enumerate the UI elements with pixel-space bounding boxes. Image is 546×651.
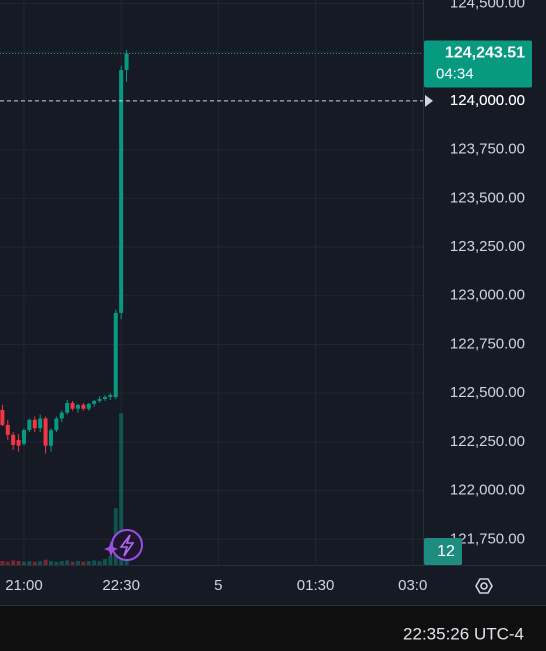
- volume-bar: [124, 557, 129, 565]
- y-tick-label: 122,750.00: [450, 335, 525, 352]
- clock: 22:35:26 UTC-4: [403, 624, 524, 643]
- y-tick-label: 124,000.00: [450, 92, 525, 109]
- volume-bar: [97, 561, 102, 565]
- last-price-box: [424, 40, 532, 88]
- y-tick-label: 124,500.00: [450, 0, 525, 11]
- candle-body: [59, 412, 64, 419]
- y-tick-label: 123,500.00: [450, 189, 525, 206]
- candle-body: [108, 395, 113, 398]
- candle-body: [75, 404, 80, 409]
- candle-body: [86, 403, 91, 409]
- candle-body: [92, 400, 97, 404]
- candle-body: [32, 419, 37, 429]
- y-tick-label: 123,000.00: [450, 287, 525, 304]
- volume-bar: [65, 560, 70, 565]
- volume-bar: [16, 561, 21, 565]
- volume-bar: [119, 413, 124, 565]
- candle-body: [119, 69, 124, 313]
- last-price-label: 124,243.51: [445, 45, 525, 62]
- volume-bar: [0, 561, 5, 565]
- candle-body: [97, 399, 102, 401]
- volume-bar: [48, 561, 53, 565]
- candle-body: [0, 409, 5, 425]
- candle-body: [11, 434, 16, 445]
- volume-bar: [70, 561, 75, 565]
- volume-bar: [5, 561, 10, 565]
- volume-bar: [92, 560, 97, 565]
- x-tick-label: 01:30: [297, 577, 335, 594]
- y-tick-label: 123,750.00: [450, 141, 525, 158]
- candle-body: [54, 418, 59, 431]
- volume-bar: [54, 561, 59, 565]
- settings-icon[interactable]: [475, 578, 493, 594]
- volume-bar: [102, 559, 107, 565]
- volume-label-box: [424, 538, 462, 565]
- ai-icon[interactable]: [104, 529, 143, 561]
- y-tick-label: 122,500.00: [450, 384, 525, 401]
- y-tick-label: 122,000.00: [450, 482, 525, 499]
- candle-body: [81, 404, 86, 409]
- x-tick-label: 21:00: [5, 577, 43, 594]
- volume-bar: [38, 561, 43, 565]
- volume-bar: [86, 561, 91, 565]
- candle-body: [5, 424, 10, 435]
- x-tick-label: 22:30: [102, 577, 140, 594]
- volume-bar: [108, 555, 113, 565]
- y-tick-label: 121,750.00: [450, 530, 525, 547]
- y-tick-label: 123,250.00: [450, 238, 525, 255]
- x-tick-label: 5: [214, 577, 222, 594]
- volume-bar: [27, 561, 32, 565]
- candle-body: [27, 419, 32, 430]
- alert-marker: [425, 94, 433, 107]
- volume-bar: [11, 560, 16, 565]
- candle-body: [43, 418, 48, 446]
- volume-bar: [81, 561, 86, 565]
- volume-bar: [21, 561, 26, 565]
- candle-body: [65, 402, 70, 413]
- candle-body: [16, 439, 21, 446]
- volume-bar: [75, 561, 80, 565]
- volume-bar: [32, 561, 37, 565]
- x-tick-label: 03:0: [398, 577, 427, 594]
- candle-body: [48, 430, 53, 446]
- candle-body: [70, 402, 75, 409]
- candle-body: [38, 418, 43, 429]
- volume-bar: [59, 561, 64, 565]
- status-bar: [0, 605, 546, 651]
- alert-label: 124,000.00: [450, 92, 525, 109]
- countdown: 04:34: [436, 65, 474, 82]
- candle-body: [21, 429, 26, 444]
- volume-bar: [43, 559, 48, 565]
- volume-label: 12: [437, 543, 455, 560]
- candle-body: [113, 312, 118, 398]
- candle-body: [124, 53, 129, 70]
- y-tick-label: 122,250.00: [450, 433, 525, 450]
- candle-body: [102, 397, 107, 400]
